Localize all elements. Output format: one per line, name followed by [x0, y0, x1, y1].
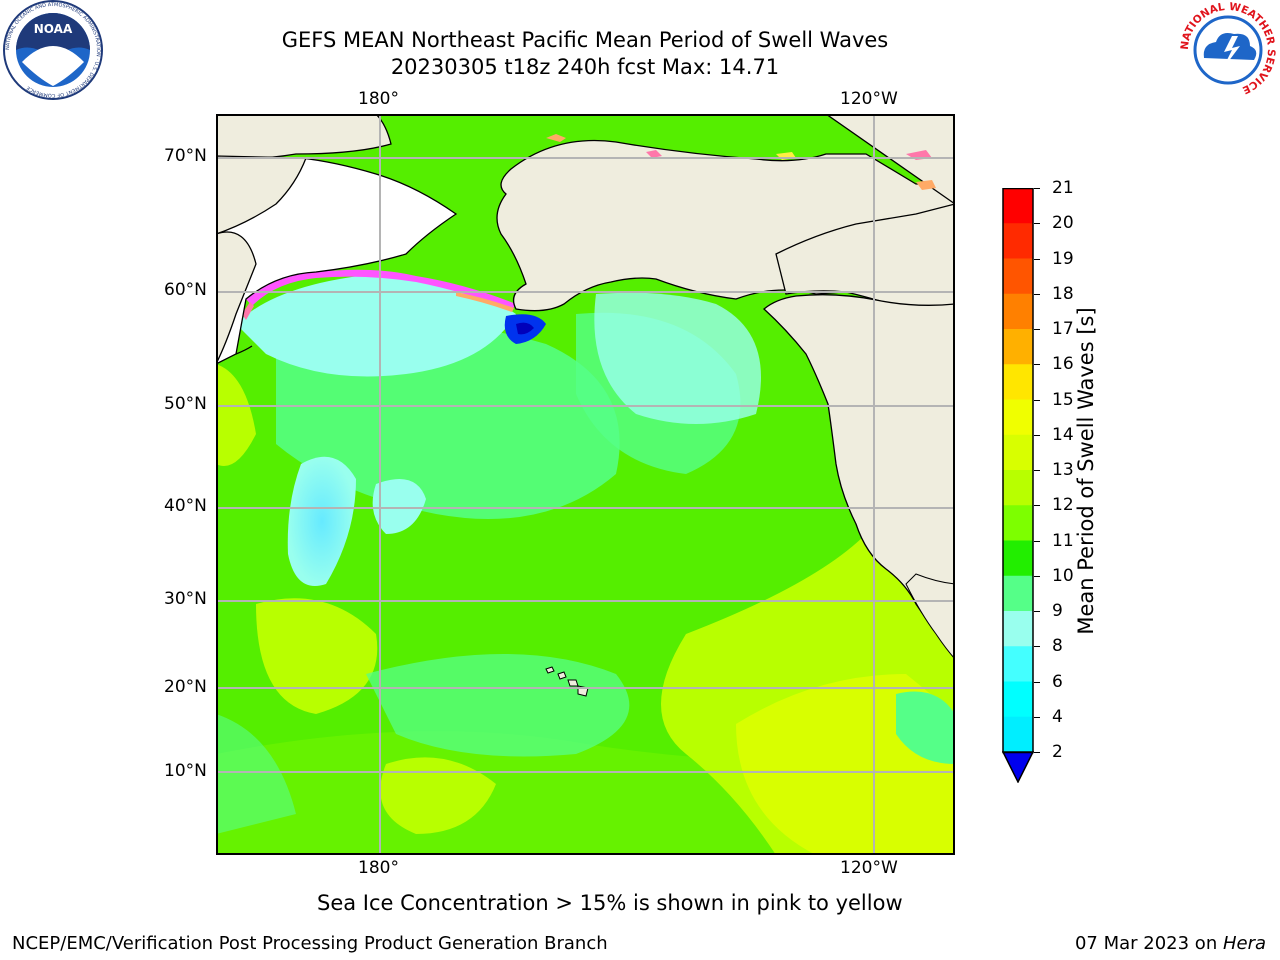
- lon-label-top-120w: 120°W: [840, 89, 898, 109]
- colorbar-tick-mark: [1034, 505, 1040, 507]
- nws-logo: NATIONAL WEATHER SERVICE: [1176, 0, 1280, 100]
- colorbar-band: [1003, 329, 1033, 365]
- colorbar-band: [1003, 470, 1033, 506]
- map-panel: [215, 113, 957, 855]
- colorbar-svg: [1001, 187, 1035, 784]
- colorbar-extend-triangle: [1001, 751, 1035, 784]
- colorbar-tick-label: 17: [1052, 319, 1074, 339]
- colorbar-band: [1003, 188, 1033, 224]
- colorbar-tick-mark: [1034, 364, 1040, 366]
- colorbar-tick-mark: [1034, 681, 1040, 683]
- colorbar-tick-label: 2: [1052, 742, 1063, 762]
- lon-label-bottom-120w: 120°W: [840, 858, 898, 878]
- colorbar-band: [1003, 716, 1033, 753]
- colorbar-tick-label: 10: [1052, 565, 1074, 586]
- colorbar-band: [1003, 611, 1033, 647]
- lat-label-50n: 50°N: [164, 394, 207, 414]
- colorbar-tick-label: 21: [1052, 178, 1074, 198]
- colorbar-tick-mark: [1034, 611, 1040, 612]
- footer-date-text: 07 Mar 2023 on: [1074, 933, 1223, 954]
- colorbar-band: [1003, 575, 1033, 612]
- colorbar-band: [1003, 223, 1033, 259]
- noaa-logo: NOAA NATIONAL OCEANIC AND ATMOSPHERIC AD…: [2, 0, 104, 100]
- footer-credit: NCEP/EMC/Verification Post Processing Pr…: [12, 933, 608, 954]
- footer-host: Hera: [1222, 933, 1266, 954]
- colorbar-band: [1003, 505, 1033, 541]
- colorbar-tick-label: 9: [1052, 601, 1063, 621]
- colorbar-tick-label: 13: [1052, 460, 1074, 480]
- colorbar-tick-mark: [1034, 293, 1040, 295]
- colorbar-tick-label: 15: [1052, 389, 1074, 410]
- chart-title: GEFS MEAN Northeast Pacific Mean Period …: [281, 28, 889, 52]
- colorbar-tick-mark: [1034, 223, 1040, 225]
- colorbar-label: Mean Period of Swell Waves [s]: [1074, 307, 1098, 635]
- colorbar-tick-mark: [1034, 646, 1040, 648]
- colorbar-tick-mark: [1034, 470, 1040, 471]
- chart-subtitle: 20230305 t18z 240h fcst Max: 14.71: [390, 55, 780, 79]
- colorbar-tick-label: 8: [1052, 636, 1063, 657]
- colorbar-tick-mark: [1034, 258, 1040, 260]
- noaa-logo-text: NOAA: [34, 22, 73, 36]
- colorbar-tick-mark: [1034, 752, 1040, 753]
- lat-label-20n: 20°N: [164, 677, 207, 697]
- colorbar-band: [1003, 646, 1033, 682]
- colorbar: [1001, 187, 1035, 784]
- colorbar-band: [1003, 540, 1033, 577]
- colorbar-band: [1003, 399, 1033, 436]
- colorbar-tick-label: 11: [1052, 530, 1074, 551]
- colorbar-tick-mark: [1034, 716, 1040, 718]
- colorbar-tick-label: 12: [1052, 495, 1074, 516]
- colorbar-tick-label: 18: [1052, 283, 1074, 304]
- colorbar-tick-mark: [1034, 188, 1040, 189]
- lat-label-10n: 10°N: [164, 761, 207, 781]
- colorbar-tick-mark: [1034, 575, 1040, 577]
- lon-label-bottom-180: 180°: [358, 858, 399, 878]
- lat-label-30n: 30°N: [164, 589, 207, 609]
- sea-ice-note: Sea Ice Concentration > 15% is shown in …: [317, 891, 903, 915]
- lat-label-40n: 40°N: [164, 496, 207, 516]
- colorbar-tick-label: 19: [1052, 248, 1074, 269]
- colorbar-tick-mark: [1034, 329, 1040, 330]
- swell-period-map: [215, 113, 957, 855]
- lat-label-70n: 70°N: [164, 146, 207, 166]
- colorbar-band: [1003, 293, 1033, 330]
- lat-label-60n: 60°N: [164, 280, 207, 300]
- colorbar-band: [1003, 364, 1033, 400]
- colorbar-tick-mark: [1034, 540, 1040, 542]
- colorbar-tick-label: 14: [1052, 424, 1074, 445]
- footer-date: 07 Mar 2023 on Hera: [1075, 933, 1266, 954]
- colorbar-tick-label: 16: [1052, 354, 1074, 375]
- colorbar-ticks: 21 20 19 18 17 16 15 14 13 12 11 10 9 8 6 4 2: [1034, 178, 1092, 788]
- colorbar-border: [1002, 187, 1034, 754]
- colorbar-band: [1003, 681, 1033, 718]
- lon-label-top-180: 180°: [358, 89, 399, 109]
- colorbar-tick-mark: [1034, 399, 1040, 401]
- colorbar-band: [1003, 434, 1033, 471]
- colorbar-tick-label: 4: [1052, 706, 1063, 727]
- colorbar-tick-label: 20: [1052, 213, 1074, 234]
- colorbar-band: [1003, 258, 1033, 295]
- colorbar-tick-mark: [1034, 434, 1040, 436]
- colorbar-tick-label: 6: [1052, 671, 1063, 692]
